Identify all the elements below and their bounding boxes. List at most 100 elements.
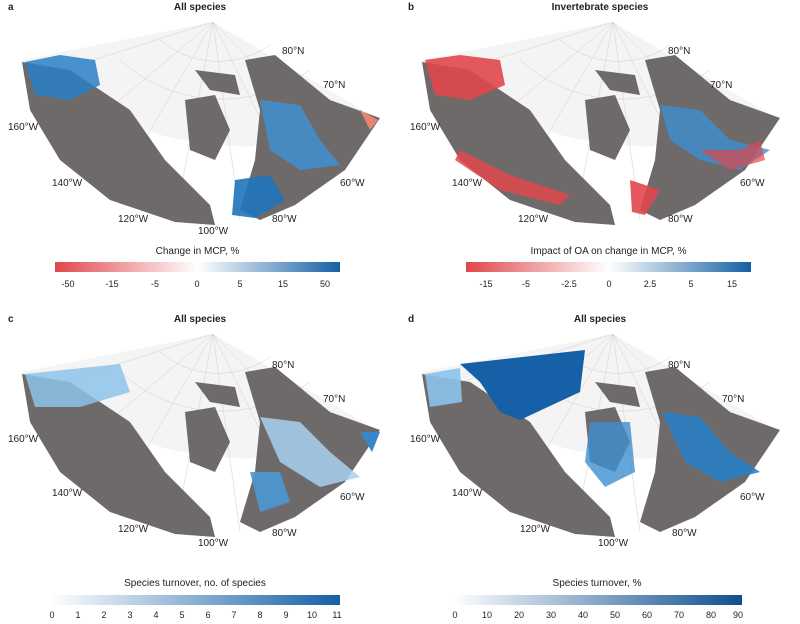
land-archipelago bbox=[185, 382, 240, 472]
lon-100-label: 100°W bbox=[198, 226, 229, 237]
lon-60-label: 60°W bbox=[340, 178, 365, 189]
tick: 5 bbox=[237, 279, 243, 289]
lon-80-label: 80°W bbox=[672, 528, 697, 539]
colorbar bbox=[50, 595, 340, 605]
lon-60-label: 60°W bbox=[340, 492, 365, 503]
map-c bbox=[22, 333, 380, 537]
lon-80-label: 80°W bbox=[272, 214, 297, 225]
lon-140-label: 140°W bbox=[452, 178, 483, 189]
lon-120-label: 120°W bbox=[520, 524, 551, 535]
tick: -5 bbox=[521, 279, 531, 289]
panel-a: a All species 80°N 70°N 160°W 140°W 120°… bbox=[0, 0, 400, 312]
lon-160-label: 160°W bbox=[8, 122, 39, 133]
data-overlay bbox=[25, 364, 380, 512]
lon-160-label: 160°W bbox=[410, 434, 441, 445]
colorbar-title: Species turnover, % bbox=[552, 578, 642, 589]
panel-d: d All species 80°N 70°N 160°W 140°W 120°… bbox=[400, 312, 800, 624]
tick: 80 bbox=[705, 610, 717, 620]
land-alaska bbox=[422, 62, 615, 225]
colorbar bbox=[452, 595, 742, 605]
lon-80-label: 80°W bbox=[668, 214, 693, 225]
tick: 30 bbox=[545, 610, 557, 620]
tick: -5 bbox=[150, 279, 160, 289]
tick: 5 bbox=[688, 279, 694, 289]
data-overlay bbox=[425, 350, 760, 487]
land-alaska bbox=[422, 374, 615, 537]
land-archipelago bbox=[185, 70, 240, 160]
map-a bbox=[22, 21, 380, 225]
lon-80-label: 80°W bbox=[272, 528, 297, 539]
lat-70-label: 70°N bbox=[323, 80, 346, 91]
lat-70-label: 70°N bbox=[323, 394, 346, 405]
lon-120-label: 120°W bbox=[118, 524, 149, 535]
data-overlay bbox=[25, 55, 378, 218]
panel-title: All species bbox=[173, 314, 227, 325]
lat-70-label: 70°N bbox=[710, 80, 733, 91]
tick: 0 bbox=[49, 610, 55, 620]
tick: 4 bbox=[153, 610, 159, 620]
panel-title: All species bbox=[573, 314, 627, 325]
lat-80-label: 80°N bbox=[272, 360, 295, 371]
tick: 8 bbox=[257, 610, 263, 620]
lon-120-label: 120°W bbox=[118, 214, 149, 225]
land-alaska bbox=[22, 62, 215, 225]
tick: 3 bbox=[127, 610, 133, 620]
map-d bbox=[422, 333, 780, 537]
lat-80-label: 80°N bbox=[668, 46, 691, 57]
tick: 2 bbox=[101, 610, 107, 620]
tick: -15 bbox=[105, 279, 119, 289]
panel-title: All species bbox=[173, 2, 227, 13]
tick: 0 bbox=[452, 610, 458, 620]
colorbar bbox=[466, 262, 751, 272]
colorbar-title: Change in MCP, % bbox=[155, 246, 240, 257]
panel-b: b Invertebrate species 80°N 70°N 160°W 1… bbox=[400, 0, 800, 312]
tick: 5 bbox=[179, 610, 185, 620]
lon-100-label: 100°W bbox=[198, 538, 229, 549]
tick: 50 bbox=[319, 279, 331, 289]
tick: 90 bbox=[732, 610, 744, 620]
tick: 70 bbox=[673, 610, 685, 620]
tick: 9 bbox=[283, 610, 289, 620]
tick: -15 bbox=[479, 279, 493, 289]
lat-80-label: 80°N bbox=[668, 360, 691, 371]
tick: 60 bbox=[641, 610, 653, 620]
panel-letter: b bbox=[408, 2, 415, 13]
tick: 11 bbox=[332, 610, 342, 620]
tick: -2.5 bbox=[561, 279, 577, 289]
tick: 15 bbox=[726, 279, 738, 289]
tick: 20 bbox=[513, 610, 525, 620]
tick: 15 bbox=[277, 279, 289, 289]
lon-120-label: 120°W bbox=[518, 214, 549, 225]
lon-160-label: 160°W bbox=[8, 434, 39, 445]
panel-c: c All species 80°N 70°N 160°W 140°W 120°… bbox=[0, 312, 400, 624]
tick: 7 bbox=[231, 610, 237, 620]
colorbar bbox=[55, 262, 340, 272]
lon-60-label: 60°W bbox=[740, 492, 765, 503]
tick: 40 bbox=[577, 610, 589, 620]
tick: 6 bbox=[205, 610, 211, 620]
panel-letter: a bbox=[8, 2, 14, 13]
tick: 50 bbox=[609, 610, 621, 620]
lon-140-label: 140°W bbox=[452, 488, 483, 499]
data-overlay bbox=[425, 55, 770, 215]
lon-160-label: 160°W bbox=[410, 122, 441, 133]
lat-70-label: 70°N bbox=[722, 394, 745, 405]
panel-letter: d bbox=[408, 314, 415, 325]
tick: 0 bbox=[606, 279, 612, 289]
lon-140-label: 140°W bbox=[52, 488, 83, 499]
lon-100-label: 100°W bbox=[598, 538, 629, 549]
tick: 1 bbox=[75, 610, 81, 620]
tick: 10 bbox=[481, 610, 493, 620]
colorbar-title: Species turnover, no. of species bbox=[124, 578, 266, 589]
land-archipelago bbox=[585, 70, 640, 160]
lon-60-label: 60°W bbox=[740, 178, 765, 189]
map-b bbox=[422, 21, 780, 225]
colorbar-title: Impact of OA on change in MCP, % bbox=[530, 246, 687, 257]
tick: -50 bbox=[61, 279, 75, 289]
tick: 2.5 bbox=[643, 279, 657, 289]
land-alaska bbox=[22, 374, 215, 537]
panel-letter: c bbox=[8, 314, 14, 325]
lon-140-label: 140°W bbox=[52, 178, 83, 189]
panel-title: Invertebrate species bbox=[551, 2, 649, 13]
lat-80-label: 80°N bbox=[282, 46, 305, 57]
